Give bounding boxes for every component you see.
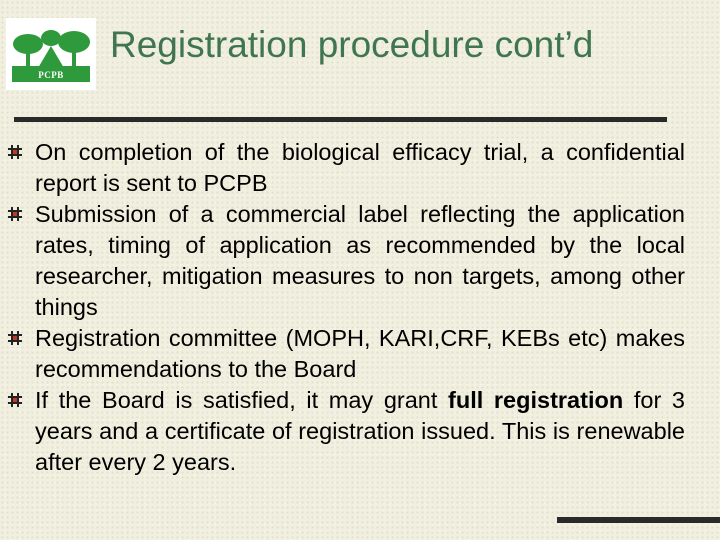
logo-text: PCPB <box>38 70 64 80</box>
bullet-text: Submission of a commercial label reflect… <box>35 201 685 320</box>
bullet-list: On completion of the biological efficacy… <box>8 137 685 478</box>
hash-bullet-icon <box>8 207 22 221</box>
bullet-text-before: If the Board is satisfied, it may grant <box>35 387 449 413</box>
bullet-item: Registration committee (MOPH, KARI,CRF, … <box>8 323 685 385</box>
pcpb-logo: PCPB <box>6 18 96 90</box>
bullet-text-bold: full registration <box>448 387 624 413</box>
title-divider <box>14 117 667 122</box>
bullet-item: On completion of the biological efficacy… <box>8 137 685 199</box>
hash-bullet-icon <box>8 393 22 407</box>
hash-bullet-icon <box>8 145 22 159</box>
bullet-item: If the Board is satisfied, it may grant … <box>8 385 685 478</box>
bullet-text-after: for 3 years and a certificate of registr… <box>35 387 685 475</box>
footer-divider <box>557 517 720 523</box>
bullet-item: Submission of a commercial label reflect… <box>8 199 685 323</box>
pcpb-logo-icon <box>6 18 96 90</box>
hash-bullet-icon <box>8 331 22 345</box>
bullet-text: On completion of the biological efficacy… <box>35 139 685 196</box>
bullet-text: Registration committee (MOPH, KARI,CRF, … <box>35 325 685 382</box>
slide-title: Registration procedure cont’d <box>110 24 594 65</box>
